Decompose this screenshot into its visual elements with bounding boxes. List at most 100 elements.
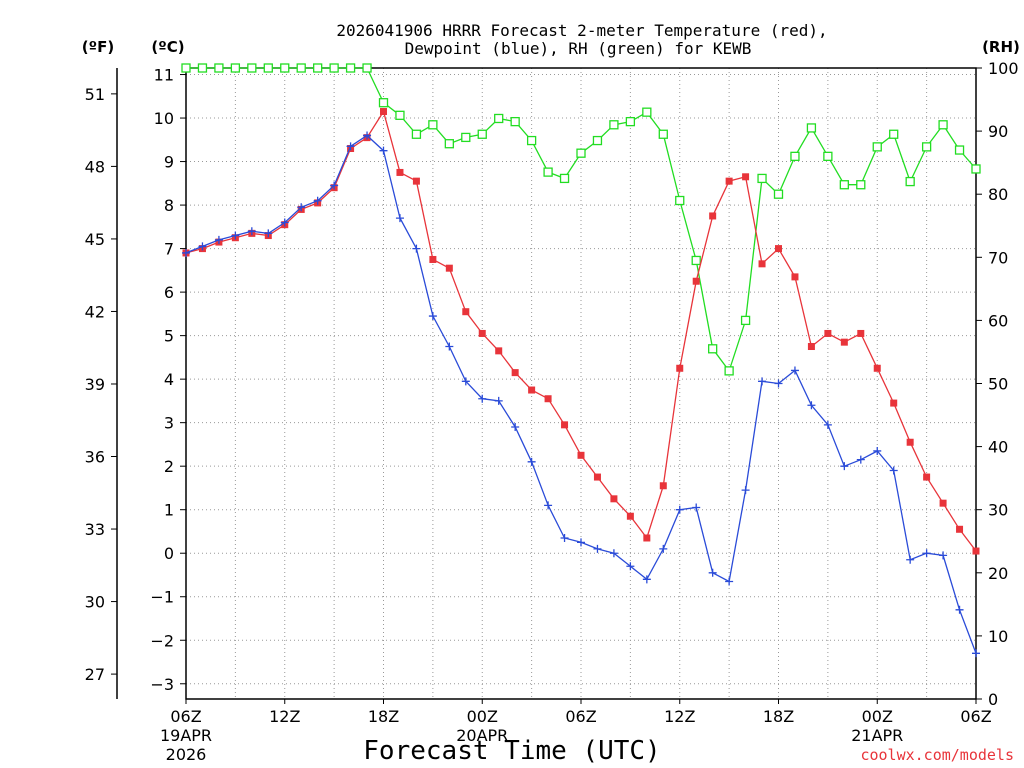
rh-point: [642, 107, 652, 117]
dewpoint-point: [807, 401, 816, 410]
temperature-point: [412, 177, 420, 185]
fahrenheit-tick-label: 45: [85, 230, 105, 249]
rh-tick-label: 10: [988, 627, 1008, 646]
fahrenheit-unit-label: (ºF): [82, 38, 114, 56]
temperature-point: [725, 177, 733, 185]
rh-point: [592, 135, 603, 146]
temperature-point: [742, 173, 750, 181]
dewpoint-point: [494, 396, 503, 405]
chart-title-line1: 2026041906 HRRR Forecast 2-meter Tempera…: [336, 21, 827, 40]
temperature-point: [643, 534, 651, 542]
temperature-point: [561, 421, 569, 429]
temperature-point: [890, 399, 898, 407]
rh-point: [230, 63, 241, 73]
rh-point: [510, 116, 520, 127]
dewpoint-point: [182, 248, 190, 257]
rh-tick-label: 30: [988, 501, 1008, 520]
rh-point: [790, 151, 800, 161]
rh-point: [263, 63, 273, 73]
temperature-point: [511, 369, 519, 377]
rh-point: [428, 120, 438, 130]
celsius-tick-label: 4: [164, 370, 174, 389]
rh-point: [559, 173, 570, 184]
x-tick-label: 18Z: [368, 707, 399, 726]
temperature-point: [906, 438, 914, 446]
dewpoint-point: [906, 555, 915, 564]
rh-point: [444, 139, 454, 149]
rh-point: [905, 176, 915, 187]
rh-point: [889, 129, 899, 139]
rh-point: [675, 195, 685, 206]
dewpoint-point: [560, 533, 569, 542]
chart-title-line2: Dewpoint (blue), RH (green) for KEWB: [405, 39, 752, 58]
dewpoint-point: [725, 577, 734, 586]
celsius-tick-label: 3: [164, 414, 174, 433]
temperature-point: [972, 547, 980, 555]
rh-point: [494, 113, 504, 124]
dewpoint-point: [609, 549, 618, 558]
rh-point: [313, 63, 323, 73]
temperature-point: [939, 499, 947, 507]
fahrenheit-tick-label: 51: [85, 85, 105, 104]
rh-tick-label: 50: [988, 375, 1008, 394]
rh-point: [971, 164, 981, 174]
dewpoint-point: [823, 420, 832, 429]
temperature-point: [857, 329, 865, 337]
dewpoint-point: [659, 544, 668, 553]
rh-tick-label: 0: [988, 690, 998, 709]
rh-point: [839, 180, 849, 190]
rh-point: [576, 148, 586, 158]
celsius-tick-label: 9: [164, 153, 174, 172]
dewpoint-point: [379, 146, 388, 155]
rh-point: [345, 63, 356, 73]
x-tick-label: 00Z: [467, 707, 498, 726]
celsius-tick-label: 10: [154, 109, 174, 128]
dewpoint-point: [544, 501, 553, 510]
rh-point: [740, 315, 751, 326]
dewpoint-point: [280, 218, 289, 227]
temperature-point: [840, 338, 848, 346]
rh-point: [708, 344, 718, 354]
temperature-point: [577, 451, 585, 459]
temperature-point: [462, 308, 470, 316]
x-tick-label: 18Z: [763, 707, 794, 726]
temperature-point: [923, 473, 931, 481]
dewpoint-point: [198, 242, 207, 251]
fahrenheit-tick-label: 39: [85, 375, 105, 394]
x-tick-label: 06Z: [565, 707, 596, 726]
rh-point: [724, 366, 734, 376]
rh-point: [411, 129, 422, 139]
axes: −3−2−10123456789101127303336394245485101…: [85, 59, 1019, 709]
rh-point: [296, 63, 306, 73]
temperature-point: [659, 482, 667, 490]
dewpoint-point: [708, 568, 717, 577]
rh-unit-label: (RH): [982, 38, 1020, 56]
celsius-unit-label: (ºC): [151, 38, 184, 56]
rh-point: [872, 142, 882, 152]
dewpoint-point: [428, 312, 437, 321]
rh-point: [329, 63, 339, 73]
celsius-tick-label: 7: [164, 240, 174, 259]
rh-point: [921, 142, 932, 152]
rh-point: [625, 116, 636, 127]
temperature-point: [758, 260, 766, 268]
dewpoint-point: [856, 455, 865, 464]
rh-point: [757, 173, 767, 184]
dewpoint-point: [840, 462, 849, 471]
rh-point: [280, 63, 290, 73]
dewpoint-point: [758, 377, 767, 386]
dewpoint-point: [363, 131, 372, 140]
rh-point: [823, 151, 833, 161]
temperature-point: [626, 512, 634, 520]
dewpoint-point: [939, 551, 948, 560]
rh-point: [247, 63, 257, 73]
dewpoint-point: [972, 649, 980, 658]
rh-tick-label: 60: [988, 311, 1008, 330]
temperature-point: [380, 108, 387, 116]
dewpoint-point: [297, 203, 306, 212]
dewpoint-point: [412, 244, 421, 253]
rh-point: [395, 110, 405, 120]
data-series: [181, 63, 981, 658]
celsius-tick-label: 1: [164, 501, 174, 520]
rh-point: [954, 145, 965, 155]
